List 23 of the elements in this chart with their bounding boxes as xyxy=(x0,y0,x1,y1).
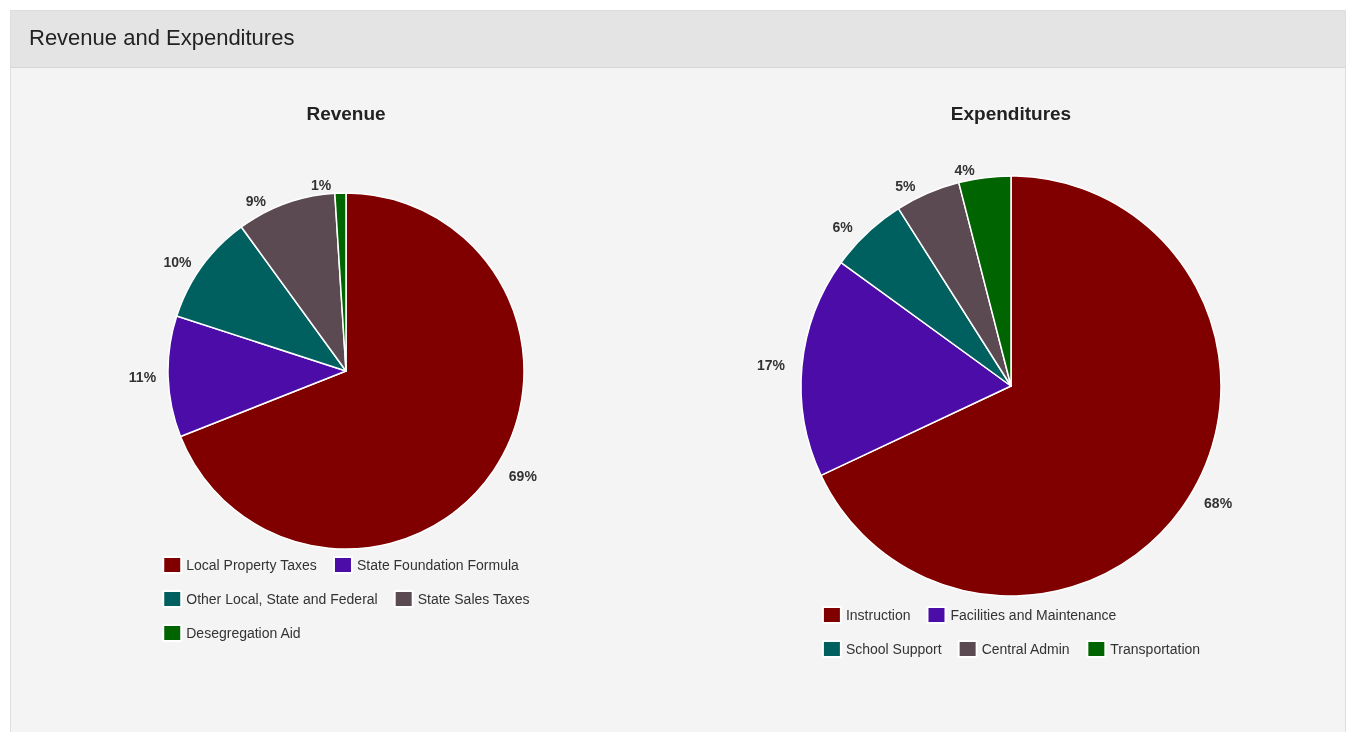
chart-title: Revenue xyxy=(306,103,386,124)
legend-label: Instruction xyxy=(845,607,911,623)
data-label: 17% xyxy=(756,357,786,374)
legend-label: Desegregation Aid xyxy=(186,625,301,641)
legend-label: Transportation xyxy=(1110,641,1201,657)
data-label: 11% xyxy=(128,368,157,385)
data-label: 5% xyxy=(895,177,916,194)
text: Revenue and Expenditures xyxy=(29,25,295,51)
legend-label: State Sales Taxes xyxy=(417,591,530,607)
data-label: 10% xyxy=(163,253,192,270)
data-label: 1% xyxy=(310,177,332,194)
data-label: 6% xyxy=(832,219,854,236)
data-label: 4% xyxy=(954,161,976,178)
data-label: 9% xyxy=(245,193,267,210)
legend-label: Other Local, State and Federal xyxy=(186,591,378,607)
legend-label: Local Property Taxes xyxy=(186,557,317,573)
chart-title: Expenditures xyxy=(950,103,1072,124)
legend-label: State Foundation Formula xyxy=(356,557,520,573)
data-label: 69% xyxy=(508,467,538,484)
legend-label: Facilities and Maintenance xyxy=(950,607,1117,623)
data-label: 68% xyxy=(1204,494,1233,511)
legend-label: School Support xyxy=(845,641,942,657)
legend-label: Central Admin xyxy=(981,641,1070,657)
